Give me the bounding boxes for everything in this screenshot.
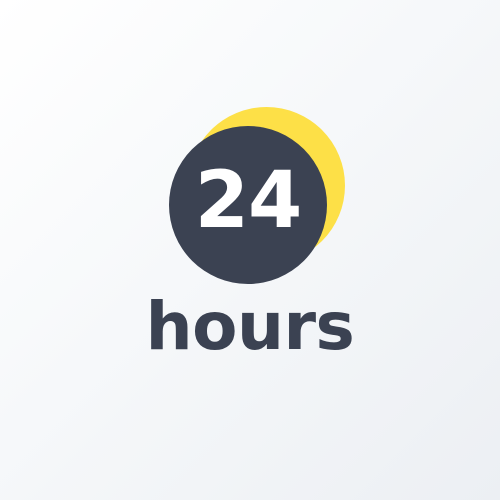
badge-number: 24 <box>194 156 303 246</box>
dark-circle-badge: 24 <box>169 126 327 284</box>
logo-caption: hours <box>145 288 355 365</box>
